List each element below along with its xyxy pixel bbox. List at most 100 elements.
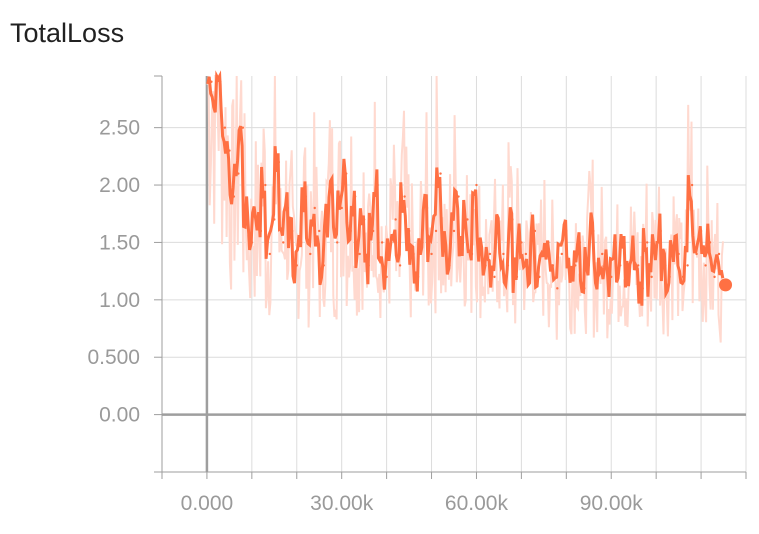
data-point [690, 183, 694, 187]
data-point [605, 264, 608, 267]
data-point [547, 241, 550, 244]
data-point [398, 264, 402, 267]
data-point [394, 218, 397, 221]
data-point [313, 206, 316, 210]
data-point [610, 275, 613, 279]
data-point [619, 264, 622, 267]
data-point [282, 241, 285, 244]
tick-labels: 0.000 30.00k 60.00k 90.00k 0.00 0.500 1.00 1.50… [87, 117, 643, 515]
data-point [232, 195, 236, 198]
data-point [268, 252, 272, 256]
data-point [277, 160, 280, 164]
y-tick-label: 2.50 [99, 117, 140, 140]
data-point [336, 241, 339, 244]
data-point [371, 229, 375, 233]
data-point [677, 252, 680, 256]
data-point [654, 252, 658, 256]
data-point [430, 252, 433, 256]
data-point [587, 264, 590, 267]
data-point [502, 252, 505, 256]
data-point [309, 252, 312, 256]
data-point [488, 252, 492, 256]
data-point [592, 229, 595, 233]
data-point [704, 264, 707, 267]
chart-title: TotalLoss [10, 18, 125, 48]
axes [154, 75, 747, 479]
data-point [327, 218, 330, 221]
data-point [565, 229, 568, 233]
data-point [524, 252, 528, 256]
data-point [596, 275, 599, 279]
data-point [493, 275, 496, 279]
x-tick-label: 60.00k [445, 492, 509, 515]
data-point [259, 229, 263, 233]
data-point [358, 252, 361, 256]
data-point [506, 264, 510, 267]
data-point [466, 218, 469, 221]
data-point [331, 195, 334, 198]
data-point [515, 275, 519, 279]
data-point [434, 229, 438, 233]
data-point [560, 252, 564, 256]
data-point [264, 183, 267, 187]
data-point [443, 241, 447, 244]
raw-series [206, 75, 724, 343]
data-point [362, 218, 366, 221]
data-point [699, 229, 703, 233]
data-point [686, 264, 689, 267]
data-point [479, 241, 483, 244]
data-point [668, 275, 671, 279]
data-point [578, 241, 581, 244]
data-point [601, 252, 604, 256]
raw-loss-line [206, 75, 724, 343]
data-point [223, 126, 227, 129]
data-point [717, 252, 721, 256]
data-point [439, 172, 442, 175]
data-point [286, 206, 289, 210]
data-point [569, 275, 572, 279]
data-point [632, 252, 635, 256]
data-point [574, 264, 577, 267]
data-point [407, 229, 411, 233]
data-point [520, 241, 523, 244]
data-point [533, 229, 537, 233]
data-point [344, 172, 348, 175]
data-point [219, 80, 222, 83]
data-point [457, 195, 460, 198]
data-point [250, 241, 254, 244]
data-point [255, 218, 258, 221]
y-tick-label: 0.500 [87, 346, 140, 369]
data-point [246, 206, 249, 210]
data-point [318, 229, 321, 233]
data-point [353, 195, 357, 198]
data-point [542, 252, 546, 256]
data-point [421, 241, 424, 244]
data-point [695, 252, 698, 256]
data-point [403, 195, 406, 198]
data-point [452, 229, 456, 233]
data-point [349, 229, 352, 233]
y-tick-label: 0.00 [99, 404, 140, 427]
data-point [551, 264, 555, 267]
data-point [461, 241, 465, 244]
data-point [583, 287, 586, 290]
data-point [628, 275, 631, 279]
data-point [708, 241, 712, 244]
x-tick-label: 0.000 [181, 492, 234, 515]
data-point [416, 275, 420, 279]
data-point [376, 183, 379, 187]
data-point [636, 264, 640, 267]
data-point [367, 264, 370, 267]
y-tick-label: 1.00 [99, 289, 140, 312]
data-point [556, 287, 559, 290]
data-point [340, 206, 343, 210]
data-point [470, 252, 474, 256]
data-point [659, 229, 662, 233]
data-point [484, 264, 487, 267]
data-point [291, 229, 294, 233]
data-point [412, 252, 415, 256]
last-value-marker [719, 278, 733, 292]
data-point [511, 218, 514, 221]
x-tick-label: 90.00k [580, 492, 644, 515]
data-point [304, 195, 307, 198]
